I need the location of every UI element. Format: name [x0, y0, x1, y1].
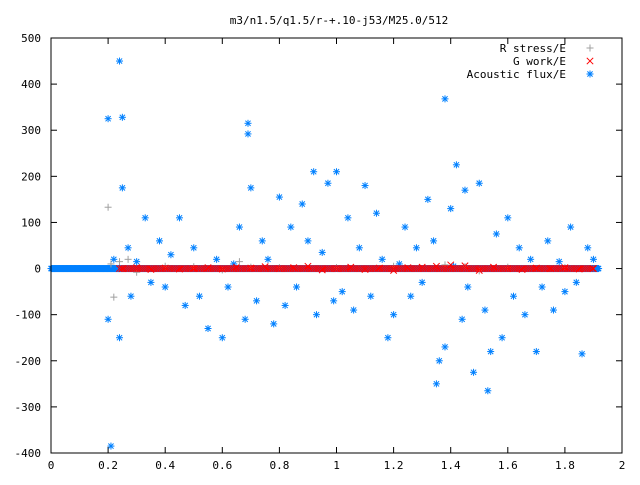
x-tick-label: 1.2	[384, 459, 404, 472]
y-tick-label: 500	[21, 32, 41, 45]
data-point	[105, 316, 112, 323]
data-point	[119, 184, 126, 191]
data-point	[205, 325, 212, 332]
x-tick-label: 0.6	[212, 459, 232, 472]
x-tick-label: 2	[619, 459, 626, 472]
data-point	[213, 256, 220, 263]
y-tick-label: -200	[15, 355, 42, 368]
data-point	[116, 334, 123, 341]
x-tick-label: 0.2	[98, 459, 118, 472]
y-tick-label: -100	[15, 309, 42, 322]
x-tick-label: 0.4	[155, 459, 175, 472]
data-point	[142, 214, 149, 221]
y-tick-label: -400	[15, 447, 42, 460]
data-point	[107, 443, 114, 450]
y-tick-label: -300	[15, 401, 42, 414]
data-point	[105, 115, 112, 122]
data-point	[190, 244, 197, 251]
x-tick-label: 1	[333, 459, 340, 472]
y-tick-label: 300	[21, 124, 41, 137]
data-point	[219, 334, 226, 341]
data-point	[182, 302, 189, 309]
data-point	[116, 58, 123, 65]
data-point	[236, 224, 243, 231]
data-point	[147, 279, 154, 286]
x-tick-label: 0	[48, 459, 55, 472]
y-tick-label: 200	[21, 170, 41, 183]
data-point	[119, 114, 126, 121]
data-point	[125, 244, 132, 251]
data-point	[156, 237, 163, 244]
x-tick-label: 0.8	[269, 459, 289, 472]
data-point	[127, 293, 134, 300]
data-point	[162, 284, 169, 291]
x-tick-label: 1.6	[498, 459, 518, 472]
chart-title: m3/n1.5/q1.5/r-+.10-j53/M25.0/512	[230, 14, 449, 27]
y-tick-label: 0	[34, 263, 41, 276]
y-tick-label: 100	[21, 216, 41, 229]
x-tick-label: 1.4	[441, 459, 461, 472]
data-point	[176, 214, 183, 221]
data-point	[225, 284, 232, 291]
data-point	[133, 258, 140, 265]
data-points	[48, 58, 603, 450]
data-point	[196, 293, 203, 300]
y-tick-label: 400	[21, 78, 41, 91]
x-tick-label: 1.8	[555, 459, 575, 472]
data-point	[167, 251, 174, 258]
data-point	[242, 316, 249, 323]
